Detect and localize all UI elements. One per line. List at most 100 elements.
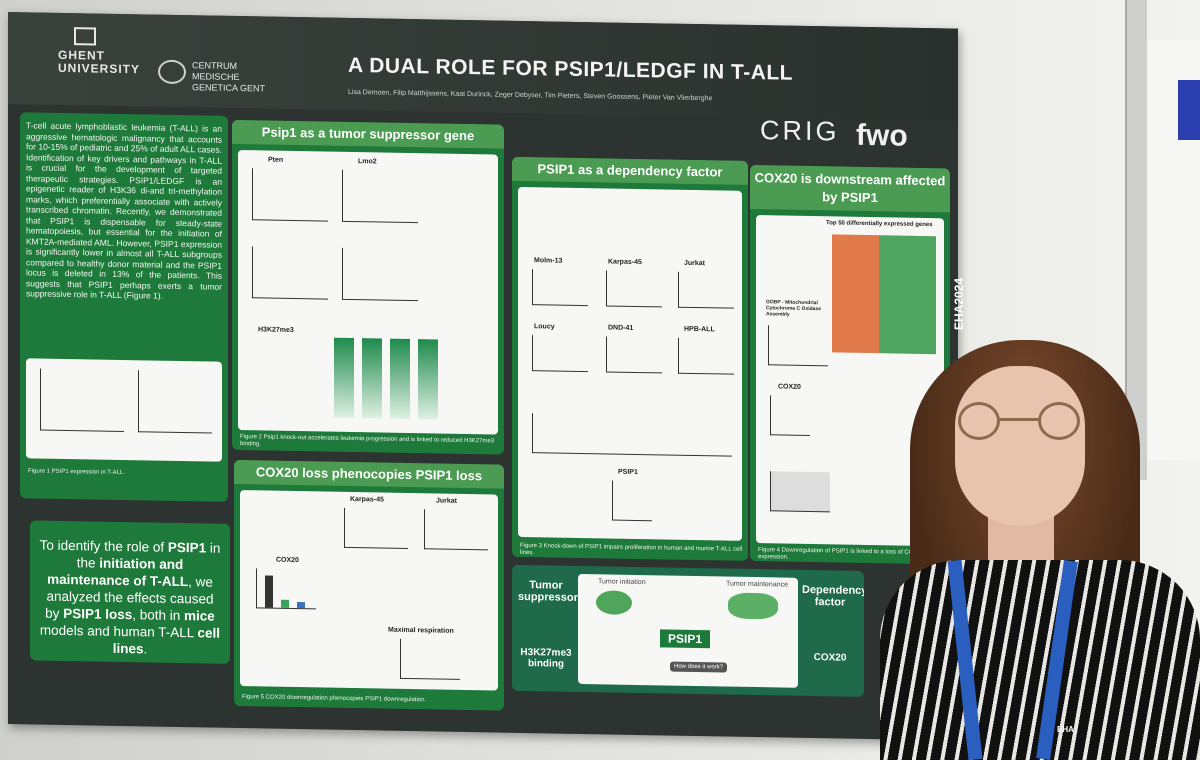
volcano-plot-2 <box>342 247 418 302</box>
pten-label: Pten <box>268 156 284 164</box>
prolif-molm13 <box>532 269 588 307</box>
tumor-maintenance-label: Tumor maintenance <box>726 580 788 589</box>
cox20-loss-panel: COX20 loss phenocopies PSIP1 loss Karpas… <box>234 459 504 711</box>
tumor-cells-icon <box>728 592 778 620</box>
cox20-downstream-heading: COX20 is downstream affected by PSIP1 <box>750 164 950 213</box>
dependency-panel: PSIP1 as a dependency factor Molm-13 Kar… <box>512 156 748 561</box>
tumor-suppressor-heading: Psip1 as a tumor suppressor gene <box>232 119 504 149</box>
top50-label: Top 50 differentially expressed genes <box>826 220 933 229</box>
figure-3: Molm-13 Karpas-45 Jurkat Loucy DND-41 HP… <box>518 186 742 541</box>
cox20-label: COX20 <box>276 556 299 565</box>
glasses-right-lens <box>1038 402 1080 440</box>
fwo-logo: fwo <box>856 118 908 153</box>
bar-1 <box>265 575 273 608</box>
aim-text-9: models and human T-ALL <box>39 622 198 641</box>
karpas45-label-2: Karpas-45 <box>608 258 642 267</box>
volcano-plot-1 <box>252 246 328 300</box>
presenter-person: EHA <box>880 330 1200 760</box>
figure-2: Pten Lmo2 H3K27me3 <box>238 150 498 435</box>
karpas45-label: Karpas-45 <box>350 495 384 504</box>
western-blot-panel <box>770 471 830 513</box>
face <box>955 366 1085 526</box>
maximal-respiration-label: Maximal respiration <box>388 626 454 635</box>
poster-stand-frame <box>1125 0 1147 480</box>
neighbor-poster <box>1148 40 1200 460</box>
cox20-label-2: COX20 <box>778 383 801 391</box>
heatmap-ko1 <box>390 338 410 420</box>
summary-panel: Tumor suppressor H3K27me3 binding Tumor … <box>512 564 864 697</box>
fig1-chart-a <box>40 368 124 433</box>
summary-diagram: Tumor initiation Tumor maintenance PSIP1… <box>578 573 798 688</box>
heatmap-wt2 <box>362 338 382 419</box>
neighbor-poster-graphic <box>1178 80 1200 140</box>
molm13-label: Molm-13 <box>534 257 563 265</box>
aim-text-8: mice <box>184 608 215 624</box>
dnd41-label: DND-41 <box>608 324 634 332</box>
figure-5: Karpas-45 Jurkat COX20 Maximal respirati… <box>240 490 498 691</box>
summary-left-top: Tumor suppressor <box>518 579 578 604</box>
fig1-chart-b <box>138 370 212 434</box>
cox20-loss-heading: COX20 loss phenocopies PSIP1 loss <box>234 459 504 489</box>
apoptosis-bars <box>532 413 732 457</box>
jurkat-label-2: Jurkat <box>684 259 706 268</box>
prolif-loucy <box>532 335 588 373</box>
lmo2-survival-chart <box>342 169 418 224</box>
figure-1 <box>26 358 222 462</box>
heatmap-wt1 <box>334 337 354 419</box>
intro-panel: T-cell acute lymphoblastic leukemia (T-A… <box>20 112 228 502</box>
figure-2-caption: Figure 2 Psip1 knock-out accelerates leu… <box>240 434 495 448</box>
cox20-prolif-jurkat <box>424 509 488 551</box>
cmg-logo: CENTRUM MEDISCHE GENETICA GENT <box>158 59 282 95</box>
glasses-left-lens <box>958 402 1000 440</box>
prolif-dnd41 <box>606 336 662 374</box>
intro-text: T-cell acute lymphoblastic leukemia (T-A… <box>26 120 222 301</box>
university-building-icon <box>74 27 96 46</box>
jurkat-label: Jurkat <box>436 497 458 505</box>
aim-text-1: To identify the role of <box>39 537 168 555</box>
lanyard-text: EHA <box>1057 725 1074 734</box>
aim-text-4: initiation and maintenance of T-ALL <box>47 555 189 590</box>
heatmap-ko2 <box>418 339 438 420</box>
glasses-bridge <box>998 418 1040 421</box>
bar-2 <box>281 599 289 608</box>
university-name: GHENT UNIVERSITY <box>58 47 141 77</box>
prolif-hpball <box>678 337 734 375</box>
tumor-suppressor-panel: Psip1 as a tumor suppressor gene Pten Lm… <box>232 119 504 455</box>
summary-right-top: Dependency factor <box>802 583 864 609</box>
aim-text-7: , both in <box>132 607 185 624</box>
crig-logo: CRIG <box>760 115 840 147</box>
cox20-bar-chart <box>256 568 316 610</box>
pten-survival-chart <box>252 168 328 222</box>
dependency-heading: PSIP1 as a dependency factor <box>512 156 748 185</box>
cox20-prolif-karpas <box>344 507 408 549</box>
psip1-label: PSIP1 <box>618 468 638 476</box>
aim-text-6: PSIP1 loss <box>63 605 133 623</box>
lmo2-label: Lmo2 <box>358 158 377 166</box>
h3k27me3-label: H3K27me3 <box>258 326 294 334</box>
aim-statement: To identify the role of PSIP1 in the ini… <box>38 537 222 659</box>
psip1-bar-chart <box>612 480 652 522</box>
ghent-university-logo: GHENT UNIVERSITY <box>58 27 141 77</box>
figure-3-caption: Figure 3 Knock-down of PSIP1 impairs pro… <box>520 542 743 557</box>
cmg-mark-icon <box>158 59 186 85</box>
tumor-cell-icon <box>596 590 632 615</box>
prolif-jurkat <box>678 271 734 309</box>
aim-text-2: PSIP1 <box>167 539 207 556</box>
eha2024-label: EHA2024 <box>952 277 966 330</box>
institute-name: CENTRUM MEDISCHE GENETICA GENT <box>192 60 266 94</box>
hpball-label: HPB-ALL <box>684 325 715 334</box>
summary-right-bottom: COX20 <box>813 652 847 664</box>
gsea-plot <box>768 325 828 367</box>
bar-3 <box>297 602 305 609</box>
tumor-initiation-label: Tumor initiation <box>598 578 646 587</box>
figure-5-caption: Figure 5 COX20 downregulation phenocopie… <box>242 694 427 704</box>
psip1-center-badge: PSIP1 <box>660 629 711 649</box>
research-poster: GHENT UNIVERSITY CENTRUM MEDISCHE GENETI… <box>8 12 958 741</box>
cox20-downstream-title: COX20 is downstream affected by PSIP1 <box>754 170 946 206</box>
aim-text-11: . <box>143 641 148 657</box>
figure-1-caption: Figure 1 PSIP1 expression in T-ALL. <box>28 468 125 477</box>
loucy-label: Loucy <box>534 323 555 331</box>
aim-panel: To identify the role of PSIP1 in the ini… <box>30 520 230 664</box>
cox20-expression-chart <box>770 395 810 436</box>
summary-left-bottom: H3K27me3 binding <box>520 646 572 670</box>
